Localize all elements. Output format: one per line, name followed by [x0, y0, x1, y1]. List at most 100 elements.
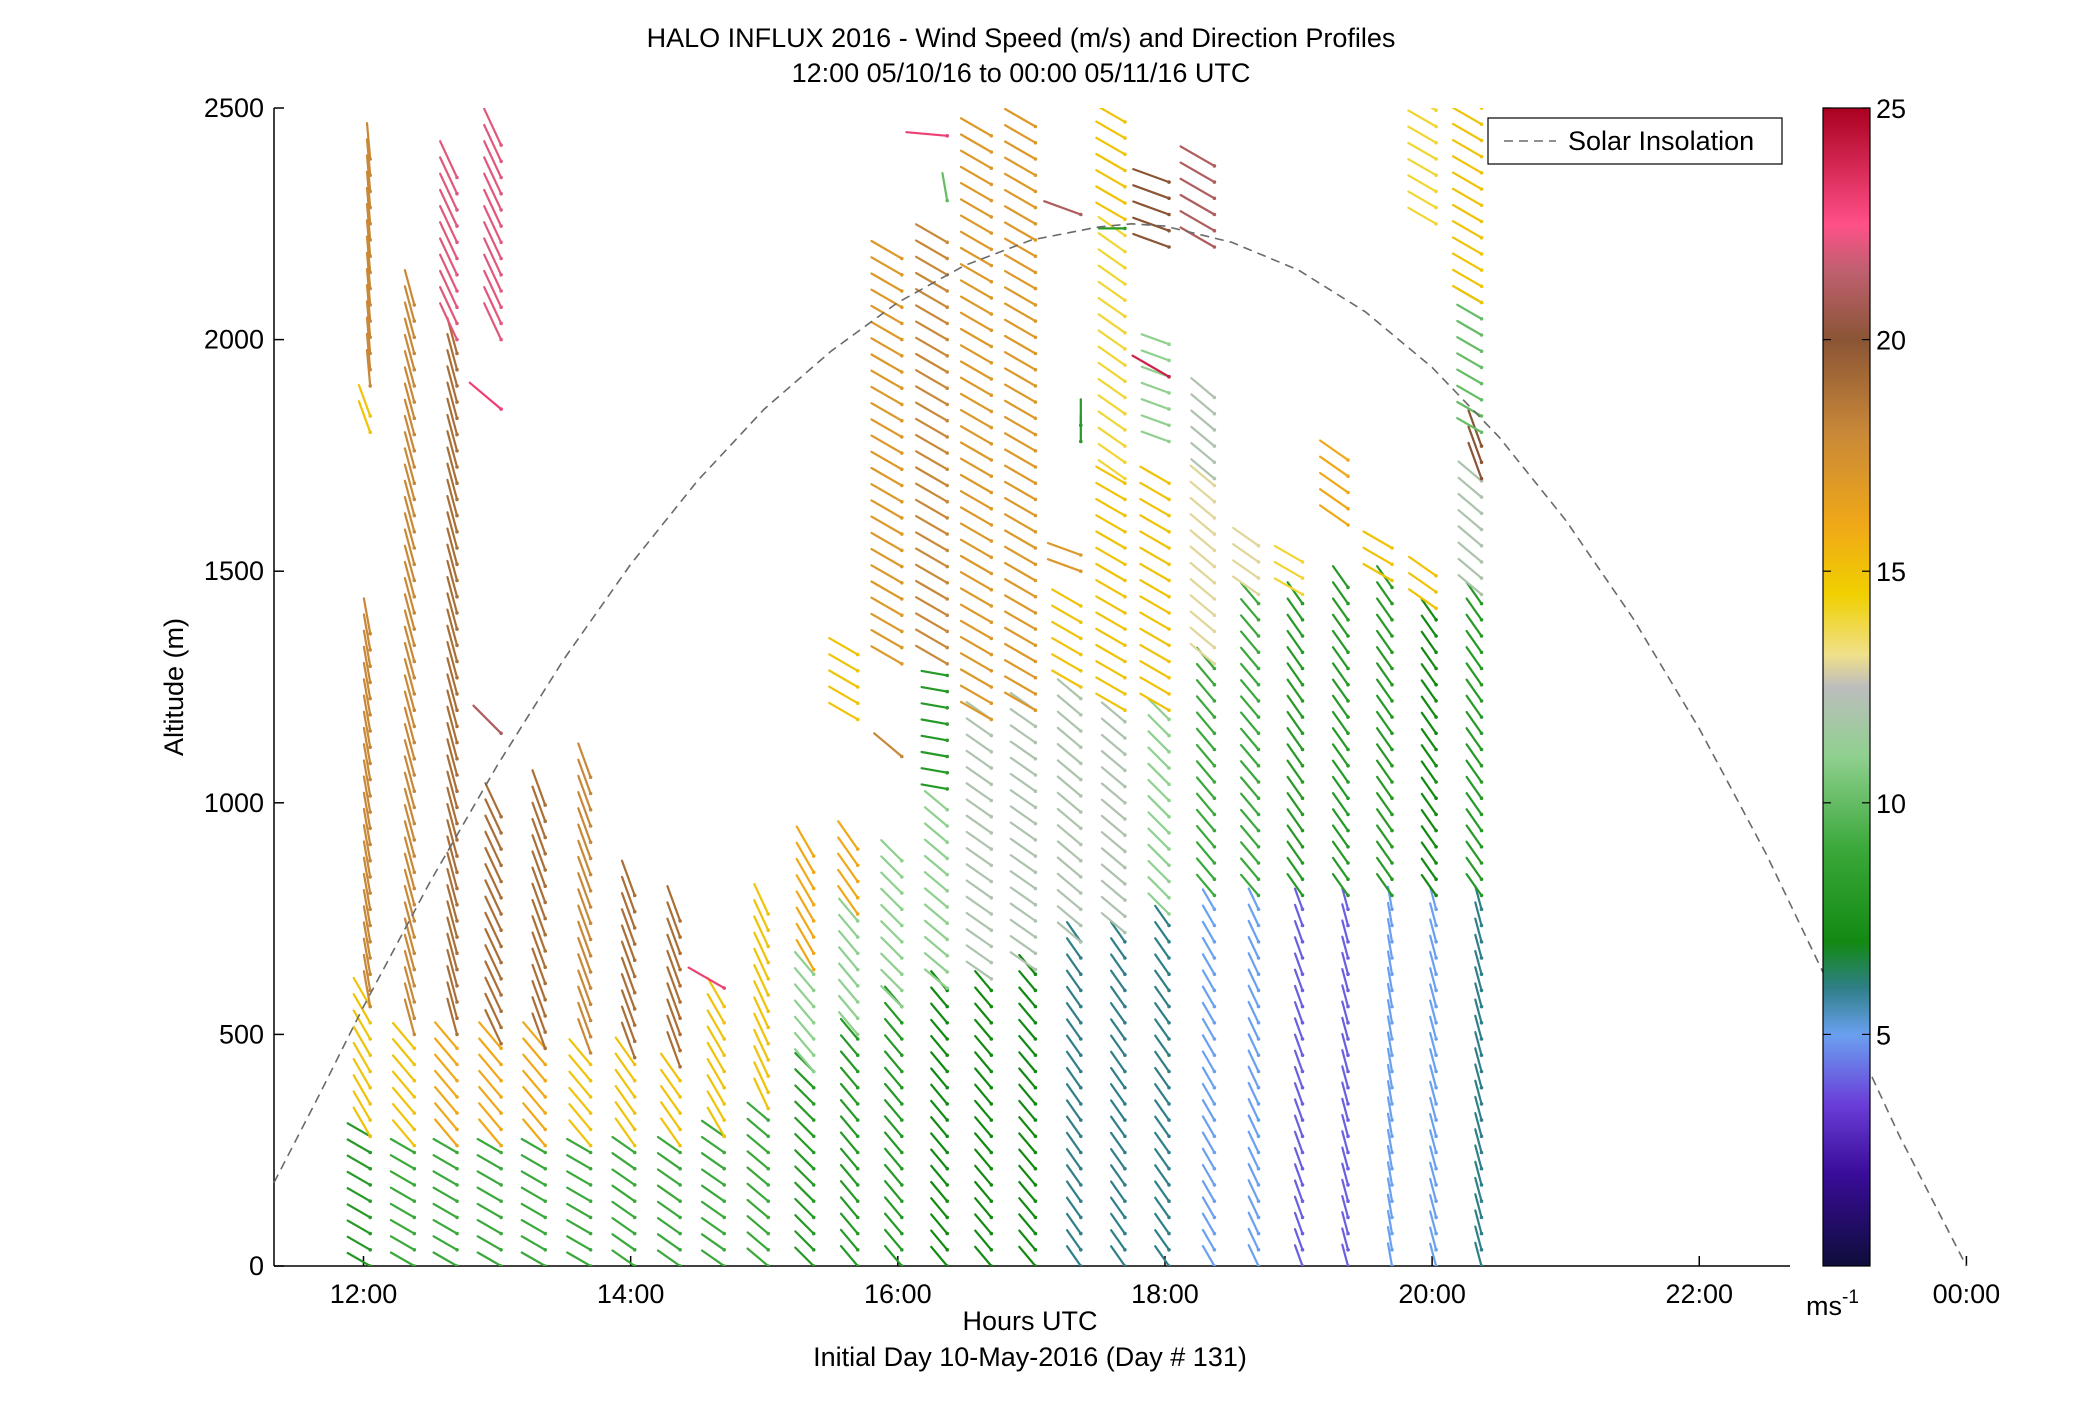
- wind-barb-dot: [1079, 553, 1083, 557]
- wind-barb: [476, 1170, 503, 1187]
- wind-barb: [1386, 1225, 1394, 1251]
- wind-barb: [753, 899, 770, 932]
- wind-barb-dot: [368, 680, 373, 685]
- wind-barb: [346, 1219, 372, 1235]
- wind-barb-dot: [1479, 252, 1484, 256]
- wind-barb-dot: [855, 1069, 860, 1074]
- wind-barb: [1231, 526, 1260, 547]
- wind-barb-dot: [1479, 1118, 1484, 1122]
- wind-barb: [620, 973, 636, 1011]
- wind-barb-dot: [1079, 923, 1083, 928]
- wind-barb: [914, 352, 949, 374]
- wind-barb-dot: [412, 984, 417, 988]
- wind-barb: [974, 1051, 993, 1073]
- wind-barb: [1201, 936, 1216, 960]
- wind-barb: [1100, 798, 1127, 821]
- wind-barb-dot: [1079, 1183, 1083, 1187]
- wind-barb: [1474, 1193, 1483, 1219]
- wind-barb-dot: [989, 539, 994, 543]
- wind-barb: [870, 385, 903, 406]
- wind-barb-dot: [945, 840, 949, 844]
- wind-barb: [1362, 530, 1394, 550]
- wind-barb-dot: [1479, 268, 1484, 272]
- wind-barb: [352, 1090, 372, 1122]
- wind-barb: [403, 901, 416, 939]
- wind-barb: [839, 1082, 859, 1106]
- wind-barb: [1100, 863, 1127, 886]
- wind-barb-dot: [1167, 896, 1171, 900]
- wind-barb: [1429, 918, 1438, 943]
- wind-barb-dot: [1256, 1183, 1261, 1187]
- wind-barb: [1139, 514, 1171, 533]
- wind-barb: [1456, 352, 1483, 369]
- wind-barb: [1147, 795, 1171, 818]
- wind-barb-dot: [412, 497, 417, 502]
- wind-barb-dot: [588, 1111, 593, 1115]
- wind-barb: [839, 1034, 859, 1057]
- wind-barb-dot: [1256, 1053, 1261, 1057]
- wind-barb: [1386, 950, 1394, 976]
- wind-barb: [531, 898, 547, 936]
- wind-barb: [959, 571, 993, 591]
- wind-barb-dot: [1123, 692, 1127, 696]
- wind-barb: [746, 1231, 770, 1251]
- wind-barb: [446, 981, 459, 1020]
- wind-barb-dot: [499, 1009, 503, 1013]
- wind-barb: [446, 543, 459, 582]
- wind-barb: [1247, 903, 1260, 927]
- wind-barb-dot: [543, 803, 547, 807]
- wind-barb: [706, 1041, 726, 1073]
- wind-barb-dot: [1300, 592, 1305, 597]
- wind-barb-dot: [766, 1231, 770, 1236]
- wind-barb: [439, 205, 459, 244]
- wind-barb-dot: [455, 175, 459, 180]
- wind-barb-dot: [412, 303, 417, 307]
- wind-barb-dot: [1434, 666, 1438, 671]
- wind-barb: [1056, 775, 1082, 798]
- wind-barb-dot: [900, 1264, 904, 1266]
- wind-barb: [1386, 917, 1394, 943]
- wind-barb: [1065, 953, 1082, 976]
- wind-barb: [577, 823, 592, 860]
- wind-barb: [1018, 1164, 1037, 1187]
- wind-barb-dot: [945, 483, 949, 488]
- wind-barb: [439, 237, 459, 276]
- wind-barb-dot: [945, 689, 949, 694]
- wind-barb: [446, 397, 459, 436]
- wind-barb: [656, 1184, 682, 1203]
- wind-barb: [1003, 464, 1037, 485]
- wind-barb-dot: [412, 1199, 417, 1203]
- wind-barb-dot: [1479, 828, 1484, 833]
- wind-barb-dot: [989, 571, 994, 576]
- wind-barb: [965, 960, 993, 980]
- wind-barb-dot: [632, 1023, 637, 1027]
- wind-barb-dot: [1390, 877, 1394, 881]
- wind-barb-dot: [412, 886, 417, 891]
- wind-barb: [914, 288, 949, 309]
- wind-barb: [1140, 381, 1171, 394]
- wind-barb: [1341, 1130, 1350, 1154]
- wind-barb-dot: [1434, 1085, 1438, 1090]
- wind-barb: [1139, 498, 1171, 517]
- wind-barb: [965, 798, 993, 818]
- wind-barb-dot: [855, 1264, 860, 1266]
- wind-barb-dot: [1479, 187, 1484, 191]
- wind-barb-dot: [1033, 757, 1038, 761]
- wind-barb: [1201, 1131, 1216, 1154]
- wind-barb: [566, 1170, 592, 1187]
- wind-barb-dot: [632, 1111, 637, 1115]
- wind-barb: [1474, 1241, 1483, 1266]
- wind-barb-dot: [368, 1118, 373, 1122]
- wind-barb: [959, 246, 993, 267]
- wind-barb: [1420, 727, 1438, 751]
- wind-barb: [870, 337, 903, 357]
- wind-barb: [794, 1230, 815, 1251]
- wind-barb: [666, 933, 682, 971]
- wind-barb-dot: [900, 1166, 904, 1171]
- wind-barb: [352, 1041, 372, 1073]
- wind-barb: [1451, 252, 1483, 272]
- wind-barb-dot: [1479, 122, 1484, 126]
- wind-barb: [753, 915, 770, 948]
- wind-barb-dot: [900, 467, 904, 472]
- wind-barb-dot: [1479, 618, 1484, 622]
